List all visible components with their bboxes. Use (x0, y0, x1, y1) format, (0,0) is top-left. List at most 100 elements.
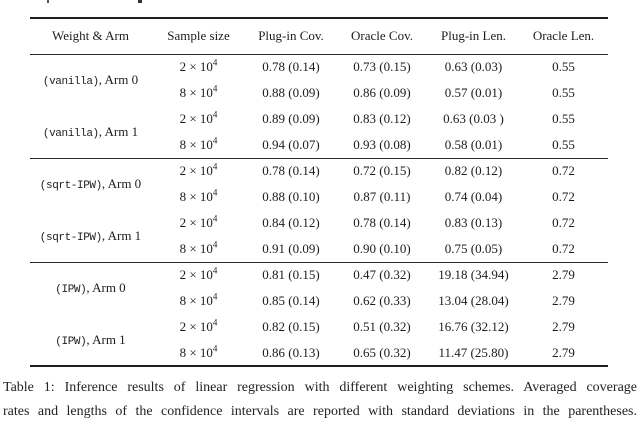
cell-plugin-len: 11.47 (25.80) (438, 344, 509, 360)
col-header-oracle-len: Oracle Len. (519, 18, 608, 55)
col-header-oracle-cov: Oracle Cov. (336, 18, 428, 55)
col-header-plugin-len: Plug-in Len. (428, 18, 519, 55)
table-row: 8 × 104 0.88 (0.10) 0.87 (0.11) 0.74 (0.… (30, 184, 608, 210)
weight-label: (IPW) (55, 284, 87, 297)
cell-sample-size: 8 × 104 (151, 340, 246, 366)
cell-oracle-cov: 0.62 (0.33) (353, 293, 411, 308)
cell-weight-arm: (vanilla), Arm 1 (30, 106, 151, 158)
cell-oracle-len: 0.55 (552, 111, 575, 126)
cell-sample-size: 8 × 104 (151, 184, 246, 210)
sample-size-exponent: 4 (212, 57, 218, 68)
cell-plugin-cov: 0.84 (0.12) (262, 215, 320, 230)
cell-plugin-len: 0.75 (0.05) (444, 240, 503, 256)
weight-label: (vanilla) (42, 127, 99, 140)
caption-line-2-cut-off: rates and lengths of the confidence inte… (3, 404, 637, 419)
cell-oracle-len: 0.55 (552, 85, 575, 100)
sample-size-base: 2 × 10 (179, 215, 213, 230)
cell-sample-size: 8 × 104 (151, 80, 246, 106)
cell-oracle-cov: 0.90 (0.10) (353, 240, 411, 256)
cell-oracle-cov: 0.73 (0.15) (353, 59, 411, 75)
cell-plugin-len: 0.63 (0.03) (444, 59, 503, 75)
cell-sample-size: 2 × 104 (151, 54, 246, 80)
sample-size-exponent: 4 (212, 213, 218, 224)
sample-size-exponent: 4 (212, 135, 218, 146)
sample-size-base: 2 × 10 (179, 163, 213, 179)
cell-plugin-cov: 0.86 (0.13) (262, 344, 320, 360)
sample-size-base: 2 × 10 (179, 111, 213, 126)
cell-plugin-cov: 0.91 (0.09) (262, 240, 320, 256)
cell-oracle-cov: 0.65 (0.32) (353, 344, 411, 360)
cell-oracle-cov: 0.47 (0.32) (336, 261, 428, 288)
cell-oracle-cov: 0.78 (0.14) (353, 215, 411, 230)
cell-plugin-cov: 0.88 (0.10) (262, 189, 320, 204)
cell-oracle-len: 0.72 (519, 157, 608, 184)
sample-size-exponent: 4 (212, 239, 218, 250)
cell-plugin-cov: 0.85 (0.14) (262, 293, 320, 308)
arm-label: , Arm 1 (98, 123, 139, 139)
sample-size-base: 8 × 10 (179, 136, 213, 152)
cell-oracle-cov: 0.72 (0.15) (336, 157, 428, 184)
cell-plugin-len: 0.57 (0.01) (444, 85, 503, 100)
table-row: 8 × 104 0.94 (0.07) 0.93 (0.08) 0.58 (0.… (30, 132, 608, 158)
weight-label: (sqrt-IPW) (39, 180, 102, 193)
cell-oracle-len: 0.72 (552, 240, 575, 256)
cell-oracle-len: 2.79 (552, 319, 575, 334)
sample-size-base: 8 × 10 (179, 344, 213, 360)
sample-size-exponent: 4 (212, 291, 218, 302)
cell-plugin-len: 0.74 (0.04) (444, 189, 503, 204)
sample-size-exponent: 4 (212, 187, 218, 198)
sample-size-exponent: 4 (212, 161, 218, 172)
table-caption: Table 1: Inference results of linear reg… (3, 376, 637, 424)
cell-weight-arm: (IPW), Arm 0 (30, 261, 151, 314)
cell-plugin-cov: 0.81 (0.15) (246, 261, 336, 288)
arm-label: , Arm 1 (86, 331, 126, 347)
cell-plugin-len: 0.58 (0.01) (444, 136, 503, 152)
cell-plugin-len: 0.82 (0.12) (428, 157, 519, 184)
cell-oracle-len: 0.55 (552, 59, 575, 75)
sample-size-base: 8 × 10 (179, 293, 213, 308)
sample-size-base: 8 × 10 (179, 85, 213, 100)
cell-oracle-len: 0.55 (552, 136, 575, 152)
table-row: (IPW), Arm 1 2 × 104 0.82 (0.15) 0.51 (0… (30, 314, 608, 347)
cell-plugin-len: 0.83 (0.13) (444, 215, 503, 230)
cell-plugin-len: 13.04 (28.04) (438, 293, 509, 308)
cell-plugin-len: 19.18 (34.94) (428, 261, 519, 288)
sample-size-base: 2 × 10 (179, 319, 213, 334)
cell-sample-size: 2 × 104 (151, 157, 246, 184)
cell-plugin-cov: 0.78 (0.14) (262, 59, 320, 75)
cut-off-text-fragment (138, 0, 142, 3)
weight-label: (vanilla) (42, 76, 99, 89)
cell-sample-size: 8 × 104 (151, 236, 246, 262)
col-header-sample-size: Sample size (151, 18, 246, 55)
cell-oracle-cov: 0.87 (0.11) (353, 189, 411, 204)
cell-plugin-cov: 0.82 (0.15) (262, 319, 320, 334)
col-header-plugin-cov: Plug-in Cov. (246, 18, 336, 55)
cell-oracle-len: 2.79 (552, 344, 575, 360)
table-row: (IPW), Arm 0 2 × 104 0.81 (0.15) 0.47 (0… (30, 261, 608, 314)
cell-sample-size: 2 × 104 (151, 106, 246, 132)
cell-plugin-len: 16.76 (32.12) (438, 319, 509, 334)
sample-size-exponent: 4 (212, 343, 218, 354)
cell-oracle-cov: 0.86 (0.09) (353, 85, 411, 100)
cell-oracle-cov: 0.51 (0.32) (353, 319, 411, 334)
cell-sample-size: 8 × 104 (151, 288, 246, 314)
table-row: 8 × 104 0.85 (0.14) 0.62 (0.33) 13.04 (2… (30, 288, 608, 314)
table-row: 8 × 104 0.91 (0.09) 0.90 (0.10) 0.75 (0.… (30, 236, 608, 262)
arm-label: , Arm 0 (101, 176, 142, 192)
cell-oracle-len: 0.72 (552, 189, 575, 204)
cell-plugin-cov: 0.78 (0.14) (246, 157, 336, 184)
cell-plugin-cov: 0.89 (0.09) (262, 111, 320, 126)
cell-sample-size: 2 × 104 (151, 261, 246, 288)
cell-sample-size: 2 × 104 (151, 210, 246, 236)
table-row: (vanilla), Arm 1 2 × 104 0.89 (0.09) 0.8… (30, 106, 608, 140)
sample-size-exponent: 4 (212, 83, 218, 94)
cell-oracle-len: 2.79 (519, 261, 608, 288)
sample-size-exponent: 4 (212, 317, 218, 328)
sample-size-base: 8 × 10 (179, 240, 213, 256)
arm-label: , Arm 1 (101, 227, 142, 243)
weight-label: (sqrt-IPW) (39, 231, 102, 244)
cell-plugin-cov: 0.88 (0.09) (262, 85, 320, 100)
cell-sample-size: 8 × 104 (151, 132, 246, 158)
sample-size-base: 2 × 10 (179, 267, 213, 283)
sample-size-exponent: 4 (212, 109, 218, 120)
